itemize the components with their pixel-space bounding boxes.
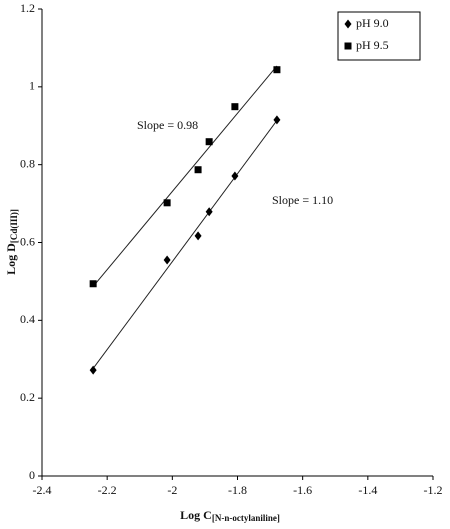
marker bbox=[89, 365, 97, 375]
y-label-sub: [Cd(III)] bbox=[9, 209, 19, 243]
y-axis-label: Log D[Cd(III)] bbox=[4, 209, 19, 275]
y-tick-label: 0 bbox=[29, 468, 35, 482]
annotation: Slope = 0.98 bbox=[137, 118, 198, 132]
marker bbox=[163, 199, 171, 207]
x-tick-label: -2.2 bbox=[98, 483, 117, 497]
y-tick-label: 0.2 bbox=[20, 390, 35, 404]
y-label-main: Log D bbox=[4, 243, 18, 275]
x-tick-label: -1.6 bbox=[293, 483, 312, 497]
marker bbox=[194, 166, 202, 174]
y-tick-label: 1.2 bbox=[20, 1, 35, 15]
y-tick-label: 1 bbox=[29, 79, 35, 93]
marker bbox=[163, 255, 171, 265]
x-tick-label: -2 bbox=[167, 483, 177, 497]
marker bbox=[273, 66, 281, 74]
x-tick-label: -2.4 bbox=[33, 483, 52, 497]
legend-label: pH 9.0 bbox=[356, 16, 389, 30]
marker bbox=[205, 138, 213, 146]
annotation: Slope = 1.10 bbox=[272, 193, 333, 207]
x-tick-label: -1.2 bbox=[424, 483, 443, 497]
legend-box bbox=[337, 11, 421, 61]
y-tick-label: 0.8 bbox=[20, 156, 35, 170]
trend-line bbox=[92, 120, 278, 369]
legend-marker bbox=[344, 42, 352, 50]
marker bbox=[89, 280, 97, 288]
x-tick-label: -1.4 bbox=[358, 483, 377, 497]
marker bbox=[205, 207, 213, 217]
x-tick-label: -1.8 bbox=[228, 483, 247, 497]
y-tick-label: 0.4 bbox=[20, 312, 35, 326]
marker bbox=[273, 115, 281, 125]
legend-label: pH 9.5 bbox=[356, 38, 389, 52]
legend-marker bbox=[344, 19, 352, 29]
marker bbox=[231, 171, 239, 181]
y-tick-label: 0.6 bbox=[20, 234, 35, 248]
x-axis-label: Log C[N-n-octylaniline] bbox=[180, 508, 280, 523]
marker bbox=[231, 103, 239, 111]
x-label-sub: [N-n-octylaniline] bbox=[212, 513, 280, 523]
marker bbox=[194, 231, 202, 241]
trend-line bbox=[92, 65, 278, 287]
x-label-main: Log C bbox=[180, 508, 212, 522]
